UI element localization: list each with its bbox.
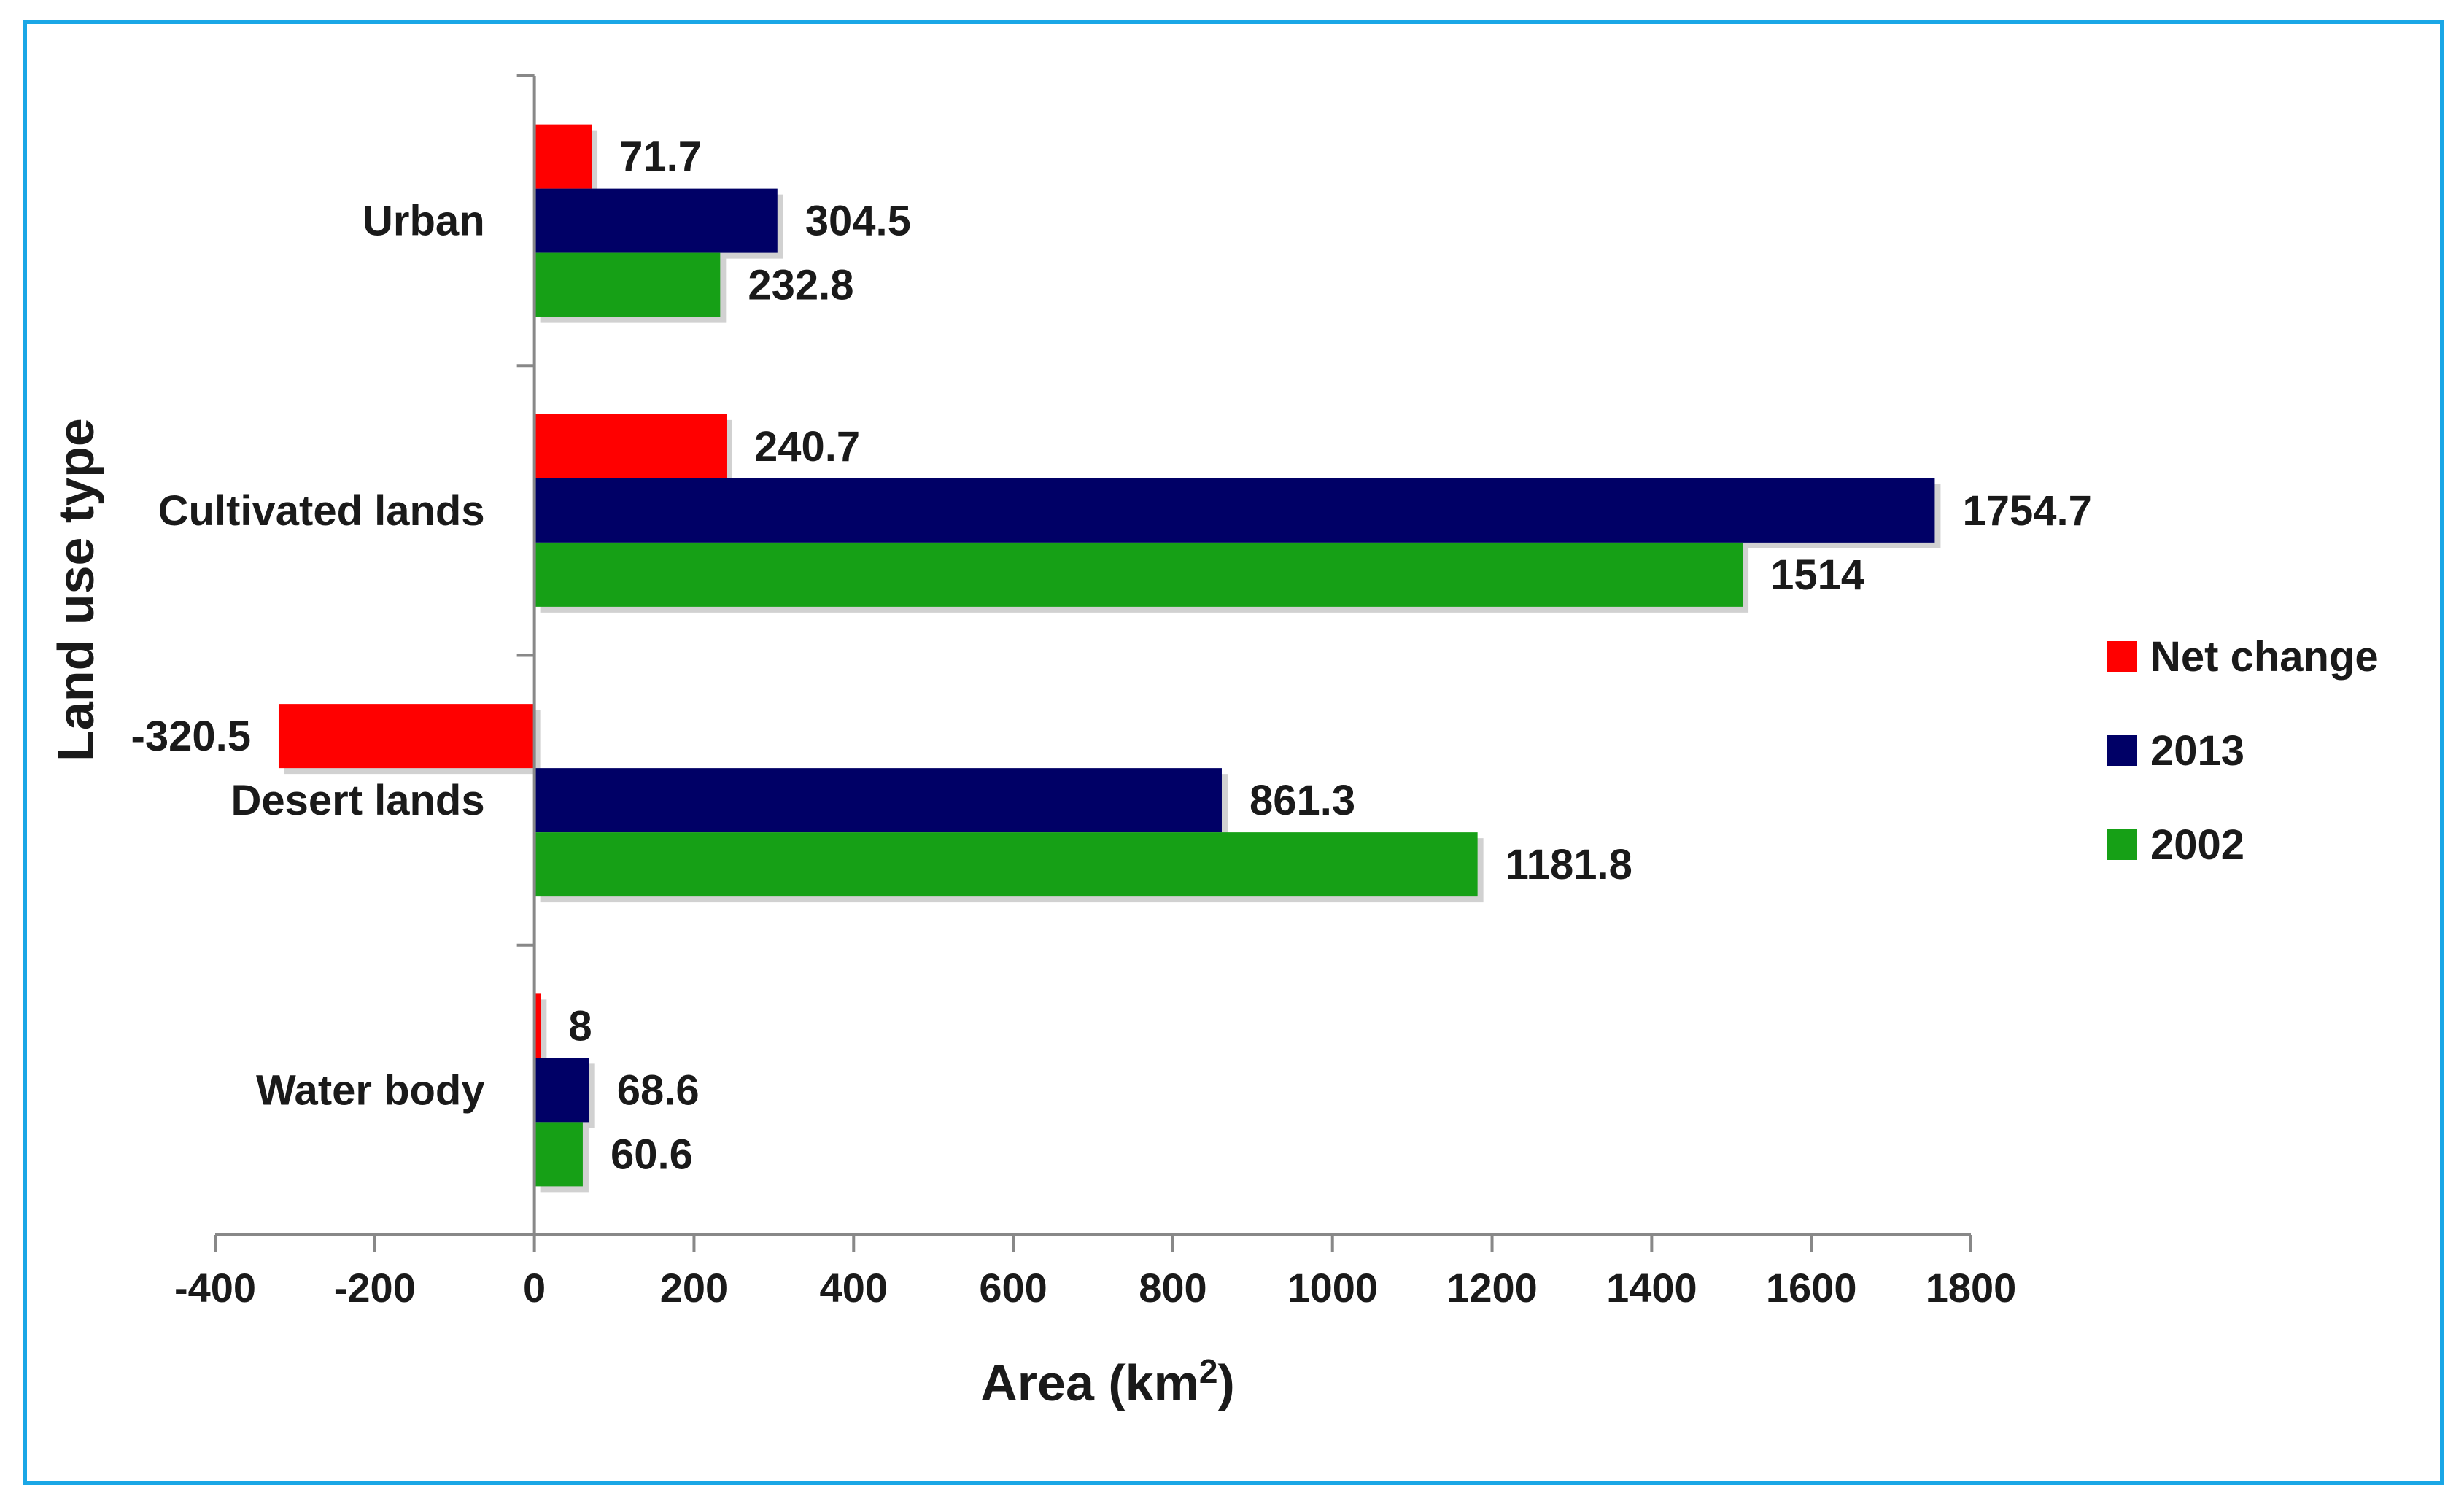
- legend: Net change 2013 2002: [2107, 633, 2379, 869]
- bar-water-body-2002: [534, 1122, 583, 1187]
- x-tick-label-1000: 1000: [1287, 1265, 1378, 1311]
- bar-urban-2013: [534, 188, 778, 253]
- x-tick-label-200: 200: [660, 1265, 728, 1311]
- legend-swatch-net-change: [2107, 641, 2137, 672]
- data-label-cultivated-lands-2013: 1754.7: [1962, 487, 2091, 535]
- axes-layer: -400 -200 0 200 400 600 800 1000 1200 1400 1600 180…: [174, 74, 2017, 1311]
- bars-layer: [278, 124, 1941, 1193]
- bar-desert-lands-2013: [534, 768, 1222, 833]
- x-axis-title-sup: 2: [1199, 1352, 1218, 1390]
- x-tick-label-400: 400: [820, 1265, 888, 1311]
- category-label-water-body: Water body: [256, 1066, 485, 1114]
- y-axis-title: Land use type: [47, 418, 104, 761]
- bar-desert-lands-2002: [534, 832, 1478, 897]
- legend-label-2002: 2002: [2150, 821, 2244, 869]
- data-label-desert-lands-2013: 861.3: [1250, 777, 1355, 824]
- category-label-desert-lands: Desert lands: [230, 777, 484, 824]
- x-tick-label-400: -400: [174, 1265, 256, 1311]
- x-axis-title-end: ): [1217, 1354, 1234, 1411]
- data-label-water-body-net-change: 8: [568, 1002, 592, 1050]
- data-label-cultivated-lands-net-change: 240.7: [754, 423, 860, 470]
- bar-shadow: [540, 999, 547, 1064]
- legend-label-net-change: Net change: [2150, 633, 2379, 681]
- x-tick-label-600: 600: [979, 1265, 1047, 1311]
- data-label-desert-lands-net-change: -320.5: [131, 713, 251, 760]
- bar-urban-net-change: [534, 124, 592, 189]
- labels-layer: 71.7 304.5 232.8 Urban 240.7 1754.7 1514 Cultiv…: [131, 133, 2092, 1179]
- data-label-water-body-2013: 68.6: [617, 1066, 700, 1114]
- bar-cultivated-lands-2013: [534, 478, 1935, 543]
- x-axis-title-main: Area (km: [980, 1354, 1199, 1411]
- x-axis-title: Area (km2): [980, 1352, 1235, 1411]
- category-label-urban: Urban: [363, 198, 485, 245]
- x-tick-label-1800: 1800: [1926, 1265, 2017, 1311]
- bar-cultivated-lands-2002: [534, 542, 1743, 607]
- x-tick-label-0: 0: [523, 1265, 546, 1311]
- bar-water-body-2013: [534, 1058, 589, 1123]
- x-tick-label-1400: 1400: [1606, 1265, 1697, 1311]
- legend-swatch-2013: [2107, 735, 2137, 766]
- bar-cultivated-lands-net-change: [534, 414, 727, 478]
- legend-label-2013: 2013: [2150, 727, 2244, 775]
- x-tick-label-1200: 1200: [1446, 1265, 1538, 1311]
- data-label-desert-lands-2002: 1181.8: [1506, 841, 1632, 888]
- data-label-urban-2002: 232.8: [748, 262, 853, 309]
- data-label-urban-net-change: 71.7: [619, 133, 702, 181]
- bar-desert-lands-net-change: [278, 704, 535, 769]
- x-tick-label-1600: 1600: [1766, 1265, 1857, 1311]
- x-tick-label-200: -200: [334, 1265, 416, 1311]
- data-label-water-body-2002: 60.6: [611, 1131, 693, 1178]
- legend-swatch-2002: [2107, 829, 2137, 860]
- data-label-urban-2013: 304.5: [805, 198, 911, 245]
- bar-water-body-net-change: [534, 993, 541, 1058]
- data-label-cultivated-lands-2002: 1514: [1770, 551, 1864, 599]
- x-tick-label-800: 800: [1139, 1265, 1206, 1311]
- category-label-cultivated-lands: Cultivated lands: [158, 487, 485, 535]
- bar-urban-2002: [534, 252, 721, 317]
